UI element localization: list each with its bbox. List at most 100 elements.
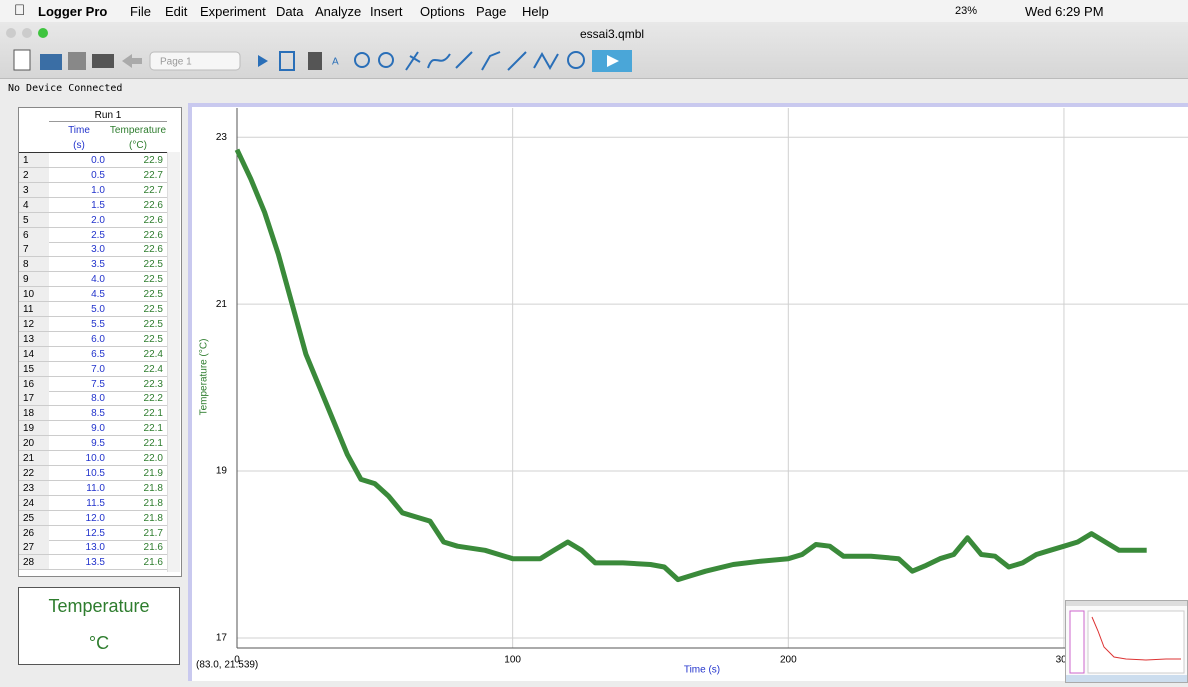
row-number: 13 — [19, 331, 49, 347]
x-tick-label: 200 — [780, 655, 797, 666]
time-cell: 12.5 — [49, 526, 109, 541]
menu-item[interactable]: Options — [420, 4, 465, 19]
zoom-button[interactable] — [38, 28, 48, 38]
y-axis-label: Temperature (°C) — [199, 339, 210, 416]
x-tick-label: 300 — [1056, 655, 1073, 666]
graph: 17 19 21 23 0 100 200 300 Time (s) Temperature (°… — [196, 108, 1188, 676]
temperature-cell: 22.4 — [109, 347, 167, 362]
time-cell: 0.5 — [49, 168, 109, 183]
meter-unit: °C — [88, 633, 110, 653]
menu-item[interactable]: Insert — [370, 4, 403, 19]
row-number: 14 — [19, 346, 49, 362]
y-tick-label: 17 — [216, 633, 228, 644]
clock[interactable]: Wed 6:29 PM — [1025, 4, 1104, 19]
toolbar-icons: Page 1 A — [13, 49, 632, 72]
temperature-cell: 22.1 — [109, 421, 167, 437]
time-cell: 8.0 — [49, 391, 109, 407]
integral-icon[interactable] — [455, 51, 473, 69]
row-number: 16 — [19, 376, 49, 392]
table-icon[interactable] — [279, 51, 295, 71]
y-tick-label: 23 — [216, 132, 228, 143]
zoom-in-icon[interactable] — [354, 52, 370, 68]
page-selector[interactable] — [149, 51, 241, 71]
row-number: 22 — [19, 465, 49, 481]
tangent-icon[interactable] — [427, 53, 451, 69]
time-cell: 1.0 — [49, 183, 109, 198]
time-cell: 9.5 — [49, 436, 109, 452]
apple-icon[interactable]:  — [14, 2, 25, 19]
time-cell: 10.0 — [49, 451, 109, 466]
minimize-button[interactable] — [22, 28, 32, 38]
temperature-cell: 22.5 — [109, 287, 167, 303]
zoom-out-icon[interactable] — [378, 52, 394, 68]
toolbar: essai3.qmbl Page 1 A — [0, 22, 1188, 79]
window-title: essai3.qmbl — [580, 27, 645, 41]
stats-icon[interactable] — [481, 51, 501, 71]
row-number: 20 — [19, 436, 49, 452]
row-number: 19 — [19, 421, 49, 437]
row-number: 3 — [19, 182, 49, 198]
row-number: 2 — [19, 167, 49, 183]
cursor-readout: (83.0, 21.539) — [196, 660, 258, 671]
close-button[interactable] — [6, 28, 16, 38]
row-number: 24 — [19, 495, 49, 511]
temperature-cell: 22.9 — [109, 153, 167, 168]
temperature-cell: 22.5 — [109, 272, 167, 288]
app-name[interactable]: Logger Pro — [38, 4, 108, 19]
temperature-line — [234, 148, 1147, 583]
temperature-cell: 21.7 — [109, 526, 167, 541]
examine-icon[interactable] — [405, 51, 421, 71]
save-icon[interactable] — [68, 52, 86, 70]
run-header: Run 1 — [49, 110, 167, 122]
x-axis-label: Time (s) — [684, 665, 720, 676]
time-cell: 11.5 — [49, 496, 109, 511]
menu-item[interactable]: Experiment — [200, 4, 266, 19]
y-tick-label: 21 — [216, 299, 228, 310]
temperature-cell: 22.2 — [109, 391, 167, 407]
row-number: 27 — [19, 540, 49, 556]
menu-item[interactable]: Data — [276, 4, 304, 19]
temperature-cell: 22.5 — [109, 332, 167, 347]
row-number: 25 — [19, 510, 49, 526]
time-cell: 13.0 — [49, 540, 109, 556]
time-cell: 2.0 — [49, 213, 109, 228]
time-cell: 7.0 — [49, 362, 109, 377]
temperature-cell: 21.8 — [109, 481, 167, 496]
open-icon[interactable] — [40, 54, 62, 70]
temperature-cell: 22.6 — [109, 228, 167, 243]
back-icon[interactable] — [122, 54, 142, 68]
linear-fit-icon[interactable] — [507, 51, 527, 71]
temperature-cell: 22.1 — [109, 436, 167, 452]
column-unit: (°C) — [129, 140, 147, 151]
x-tick-label: 100 — [504, 655, 521, 666]
battery[interactable]: 23% — [955, 5, 978, 17]
temperature-cell: 22.5 — [109, 257, 167, 273]
temperature-cell: 22.6 — [109, 242, 167, 258]
time-cell: 6.0 — [49, 332, 109, 347]
temperature-cell: 22.3 — [109, 377, 167, 392]
time-cell: 12.0 — [49, 511, 109, 526]
column-unit: (s) — [73, 140, 85, 151]
column-name: Time — [68, 125, 90, 136]
data-table: Run 1 Time (s) Temperature (°C) 1 0.0 22.9 2 0.5 2… — [18, 107, 182, 577]
menu-item[interactable]: Help — [522, 4, 549, 19]
row-number: 10 — [19, 287, 49, 303]
row-number: 8 — [19, 257, 49, 273]
row-number: 23 — [19, 480, 49, 496]
autoscale-icon[interactable]: A — [332, 57, 339, 68]
menu-item[interactable]: Analyze — [315, 4, 362, 19]
menu-item[interactable]: Edit — [165, 4, 188, 19]
temperature-cell: 21.8 — [109, 496, 167, 511]
calculator-icon[interactable] — [308, 52, 322, 70]
row-number: 9 — [19, 272, 49, 288]
forward-icon[interactable] — [246, 55, 268, 67]
timer-icon[interactable] — [567, 51, 585, 69]
print-icon[interactable] — [92, 54, 114, 68]
curve-fit-icon[interactable] — [533, 51, 559, 71]
time-cell: 7.5 — [49, 377, 109, 392]
menu-item[interactable]: File — [130, 4, 151, 19]
menu-item[interactable]: Page — [476, 4, 507, 19]
time-cell: 2.5 — [49, 228, 109, 243]
menu-bar:  Logger Pro 23% Wed 6:29 PM File Edit Exp… — [0, 0, 1188, 22]
new-icon[interactable] — [13, 49, 31, 71]
